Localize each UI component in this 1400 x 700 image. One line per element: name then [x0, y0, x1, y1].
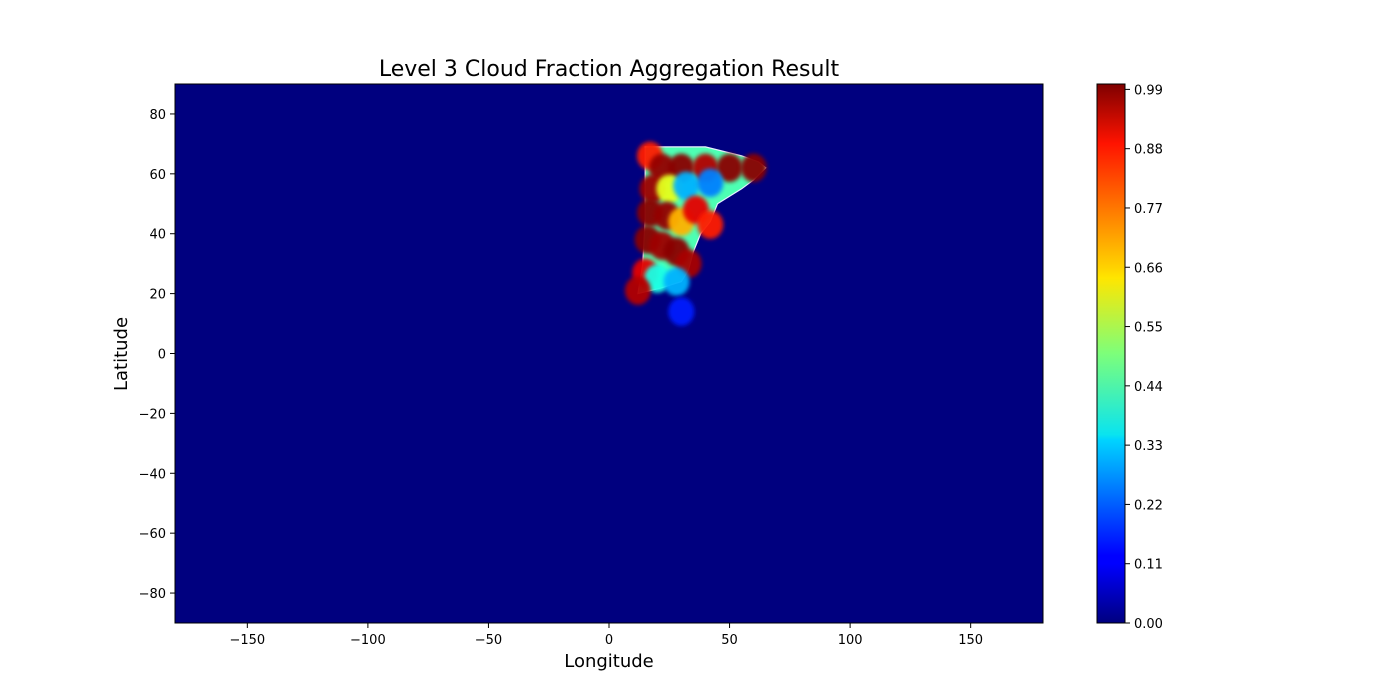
- x-tick-label: 50: [721, 633, 738, 648]
- y-axis-title: Latitude: [111, 317, 132, 391]
- colorbar-tick-label: 0.66: [1134, 261, 1163, 276]
- y-tick-label: 80: [149, 108, 166, 123]
- colorbar-tick-label: 0.33: [1134, 439, 1163, 454]
- y-tick-label: 20: [149, 288, 166, 303]
- x-tick-label: 100: [838, 633, 863, 648]
- y-tick-label: −40: [139, 467, 166, 482]
- cloud-cell: [716, 153, 743, 183]
- colorbar-tick-label: 0.55: [1134, 321, 1163, 336]
- y-tick-label: 60: [149, 168, 166, 183]
- cloud-data-region: [624, 141, 767, 326]
- y-tick-label: −20: [139, 407, 166, 422]
- cloud-cell: [673, 171, 700, 201]
- x-tick-label: −150: [229, 633, 265, 648]
- colorbar-tick-label: 0.22: [1134, 498, 1163, 513]
- colorbar: [1096, 83, 1126, 624]
- cloud-cell: [697, 168, 724, 198]
- colorbar-tick-label: 0.77: [1134, 202, 1163, 217]
- x-axis: −150 −100 −50 0 50 100 150: [229, 623, 983, 648]
- plot-background: [175, 84, 1043, 623]
- x-tick-label: −50: [475, 633, 502, 648]
- chart-title: Level 3 Cloud Fraction Aggregation Resul…: [379, 57, 840, 82]
- x-tick-label: 0: [605, 633, 613, 648]
- y-tick-label: −60: [139, 527, 166, 542]
- colorbar-tick-label: 0.44: [1134, 380, 1163, 395]
- cloud-cell: [697, 210, 724, 239]
- x-tick-label: −100: [350, 633, 386, 648]
- cloud-cell: [668, 297, 695, 326]
- cloud-cell: [663, 267, 690, 296]
- cloud-cell: [624, 276, 651, 305]
- y-tick-label: 40: [149, 228, 166, 243]
- x-tick-label: 150: [958, 633, 983, 648]
- colorbar-tick-label: 0.00: [1134, 617, 1163, 632]
- y-tick-label: 0: [158, 348, 166, 363]
- colorbar-tick-label: 0.88: [1134, 143, 1163, 158]
- cloud-cell: [740, 153, 767, 183]
- y-tick-label: −80: [139, 587, 166, 602]
- cloud-cell: [644, 264, 671, 293]
- colorbar-ticks: 0.00 0.11 0.22 0.33 0.44 0.55 0.66 0.77 0.88 0.99: [1125, 83, 1163, 632]
- colorbar-tick-label: 0.99: [1134, 83, 1163, 98]
- colorbar-tick-label: 0.11: [1134, 558, 1163, 573]
- x-axis-title: Longitude: [564, 651, 654, 672]
- y-axis: −80 −60 −40 −20 0 20 40 60 80: [139, 108, 175, 602]
